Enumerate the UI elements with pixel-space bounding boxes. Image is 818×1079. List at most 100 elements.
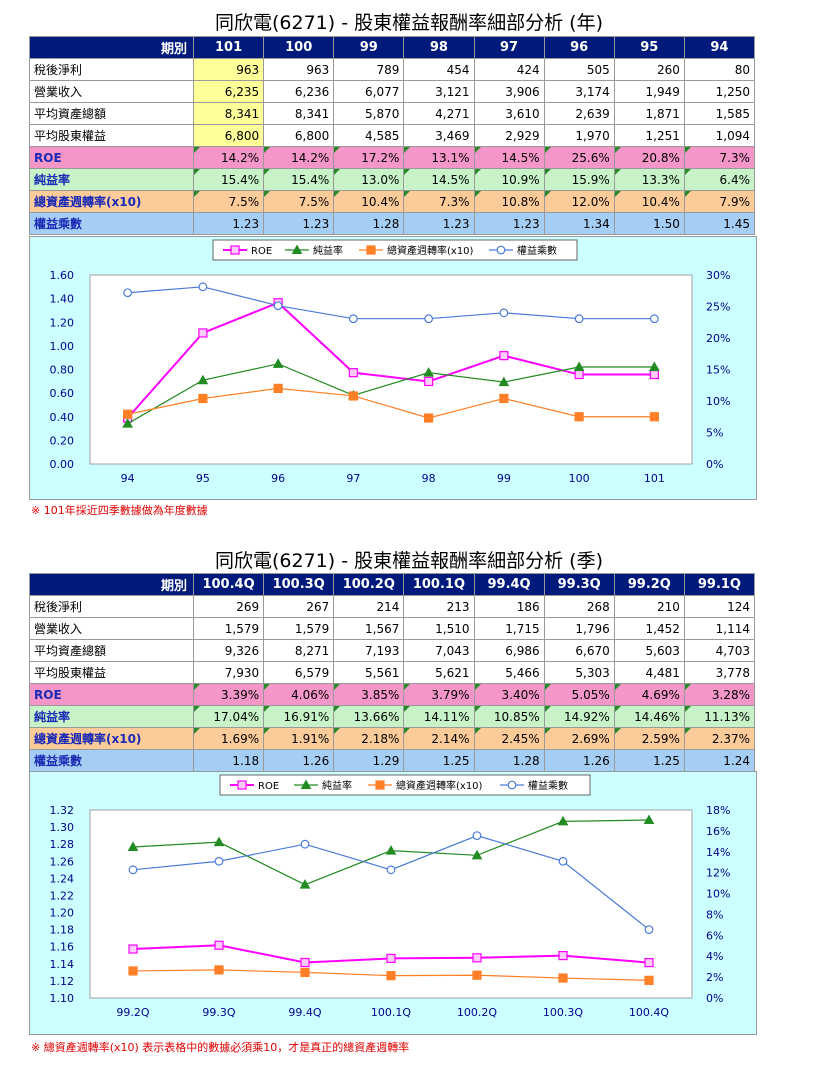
legend-marker (230, 245, 240, 255)
y-right-tick-label: 0% (706, 458, 723, 471)
data-point (300, 967, 310, 978)
table-cell: 13.1% (403, 146, 475, 169)
table-cell: 213 (403, 595, 475, 618)
row-label: 平均股東權益 (29, 124, 194, 147)
legend-label: 純益率 (322, 779, 352, 792)
y-left-tick-label: 1.22 (50, 889, 75, 902)
table-cell: 963 (263, 58, 335, 81)
table-cell: 4.06% (263, 683, 335, 706)
data-point (423, 367, 434, 377)
y-left-tick-label: 0.60 (50, 387, 75, 400)
table-cell: 7.5% (192, 190, 265, 213)
table-cell: 7.3% (683, 146, 756, 169)
table-cell: 1.50 (613, 212, 685, 235)
y-left-tick-label: 0.00 (50, 458, 75, 471)
plot-area (89, 809, 693, 999)
table-cell: 4.69% (613, 683, 685, 706)
data-point (214, 965, 224, 975)
table-cell: 269 (192, 595, 265, 618)
table-cell: 10.4% (333, 190, 405, 213)
y-right-tick-label: 14% (706, 846, 730, 859)
table-cell: 1.23 (473, 212, 545, 235)
table-cell: 1.28 (333, 212, 405, 235)
table-cell: 5,466 (473, 661, 545, 684)
row-label: ROE (29, 683, 194, 706)
data-point (386, 953, 396, 964)
header-row: 期別 100.4Q 100.3Q 100.2Q 100.1Q 99.4Q 99.3Q 99.2… (29, 573, 756, 596)
table-cell: 3.39% (192, 683, 265, 706)
asset-turnover-row: 總資產週轉率(x10) 1.69% 1.91% 2.18% 2.14% 2.45% 2.69… (29, 727, 756, 750)
table-cell: 2,639 (543, 102, 615, 125)
data-point (214, 856, 224, 866)
table-cell: 2,929 (473, 124, 545, 147)
table-cell: 1,510 (403, 617, 475, 640)
data-point (348, 314, 358, 324)
revenue-row: 營業收入 6,235 6,236 6,077 3,121 3,906 3,174 1,949 1… (29, 80, 756, 103)
row-label: 平均資產總額 (29, 102, 194, 125)
data-point (471, 849, 483, 860)
x-tick-label: 99.4Q (288, 1006, 321, 1019)
table-cell: 6,077 (333, 80, 405, 103)
table-cell: 1.29 (333, 749, 405, 772)
series-總資產週轉率(x10) (128, 965, 654, 985)
table-cell: 7,193 (333, 639, 405, 662)
x-tick-label: 98 (422, 472, 436, 485)
data-point (499, 393, 509, 404)
table-cell: 1.69% (192, 727, 265, 750)
table-cell: 963 (192, 58, 265, 81)
x-tick-label: 100.2Q (457, 1006, 497, 1019)
y-left-tick-label: 1.20 (50, 907, 75, 920)
quarterly-note: ※ 總資產週轉率(x10) 表示表格中的數據必須乘10，才是真正的總資產週轉率 (31, 1041, 410, 1054)
period-header: 期別 (29, 573, 194, 596)
row-label: 總資產週轉率(x10) (29, 727, 194, 750)
table-cell: 14.2% (263, 146, 335, 169)
y-right-tick-label: 6% (706, 929, 723, 942)
table-cell: 505 (543, 58, 615, 81)
table-cell: 789 (333, 58, 405, 81)
table-cell: 11.13% (683, 705, 756, 728)
table-cell: 17.2% (333, 146, 405, 169)
table-cell: 1,250 (683, 80, 756, 103)
legend-label: 總資產週轉率(x10) (387, 244, 474, 257)
table-cell: 7,043 (403, 639, 475, 662)
table-cell: 15.4% (263, 168, 335, 191)
data-point (649, 361, 660, 371)
x-tick-label: 100 (569, 472, 590, 485)
plot-area (89, 274, 693, 465)
period-98: 98 (403, 36, 475, 59)
data-point (299, 879, 311, 889)
legend-label: ROE (258, 781, 279, 792)
y-left-tick-label: 1.60 (50, 269, 75, 282)
legend-label: 總資產週轉率(x10) (396, 779, 483, 792)
quarterly-table: 期別 100.4Q 100.3Q 100.2Q 100.1Q 99.4Q 99.3Q 99.2… (29, 573, 756, 772)
table-cell: 6,800 (263, 124, 335, 147)
roe-row: ROE 14.2% 14.2% 17.2% 13.1% 14.5% 25.6% 20.8% 7.… (29, 146, 756, 169)
quarterly-chart: 1.10 1.12 1.14 1.16 1.18 1.20 1.22 1.24 1.26 1.28… (29, 771, 757, 1035)
table-cell: 1,114 (683, 617, 756, 640)
period-101: 101 (192, 36, 265, 59)
data-point (574, 412, 584, 422)
table-cell: 4,585 (333, 124, 405, 147)
table-cell: 1,094 (683, 124, 756, 147)
period-96: 96 (543, 36, 615, 59)
table-cell: 10.85% (473, 705, 545, 728)
y-left-tick-label: 1.40 (50, 293, 75, 306)
net-margin-row: 純益率 15.4% 15.4% 13.0% 14.5% 10.9% 15.9% 13.3% 6.… (29, 168, 756, 191)
series-總資產週轉率(x10) (123, 383, 659, 423)
legend-item: 總資產週轉率(x10) (359, 244, 474, 257)
table-cell: 6,235 (192, 80, 265, 103)
table-cell: 6,800 (192, 124, 265, 147)
data-point (123, 288, 133, 298)
y-right-tick-label: 0% (706, 992, 723, 1005)
data-point (649, 369, 659, 380)
row-label: 稅後淨利 (29, 58, 194, 81)
table-cell: 80 (683, 58, 756, 81)
y-left-tick-label: 1.20 (50, 316, 75, 329)
y-left-tick-label: 1.14 (50, 958, 75, 971)
table-cell: 4,703 (683, 639, 756, 662)
period-99.2Q: 99.2Q (613, 573, 685, 596)
table-cell: 4,481 (613, 661, 685, 684)
table-cell: 1,871 (613, 102, 685, 125)
period-99.3Q: 99.3Q (543, 573, 615, 596)
avg-assets-row: 平均資產總額 9,326 8,271 7,193 7,043 6,986 6,670 5,60… (29, 639, 756, 662)
